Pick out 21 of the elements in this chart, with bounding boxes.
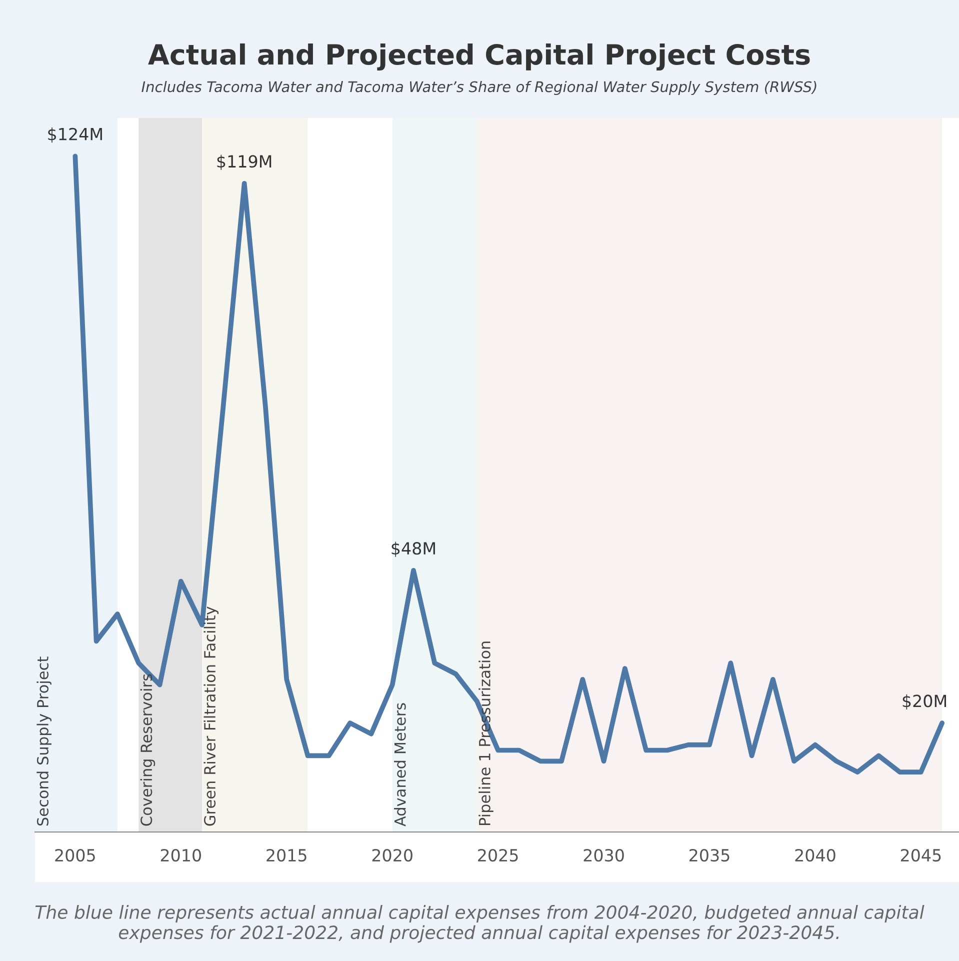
- x-tick-label: 2035: [690, 848, 730, 862]
- data-label: $124M: [48, 128, 102, 143]
- band-label: Covering Reservoirs: [140, 674, 156, 826]
- data-label: $48M: [392, 542, 435, 557]
- x-tick-label: 2020: [372, 848, 412, 862]
- x-tick-label: 2010: [160, 848, 201, 862]
- x-tick-label: 2005: [55, 848, 95, 862]
- chart-subtitle: Includes Tacoma Water and Tacoma Water’s Share of Regional Water Supply System (RWSS): [142, 80, 816, 96]
- x-tick-label: 2015: [266, 848, 306, 862]
- data-label: $20M: [902, 694, 946, 710]
- x-tick-label: 2045: [900, 848, 941, 862]
- chart-title: Actual and Projected Capital Project Costs: [148, 43, 810, 71]
- x-tick-label: 2030: [584, 848, 624, 862]
- band-label: Second Supply Project: [36, 656, 52, 826]
- x-tick-label: 2025: [478, 848, 518, 862]
- text: The blue line represents actual annual capital expenses from 2004-2020, budgeted annual capital expenses for 2021-2022, and projected annual capital expenses for 2023-2045.: [35, 905, 924, 943]
- data-label: $119M: [217, 154, 272, 170]
- band-label: Green River Filtration Facility: [204, 606, 219, 826]
- band-label: Pipeline 1 Pressurization: [478, 642, 494, 826]
- band-label: Advaned Meters: [394, 703, 406, 826]
- x-tick-label: 2040: [795, 848, 836, 862]
